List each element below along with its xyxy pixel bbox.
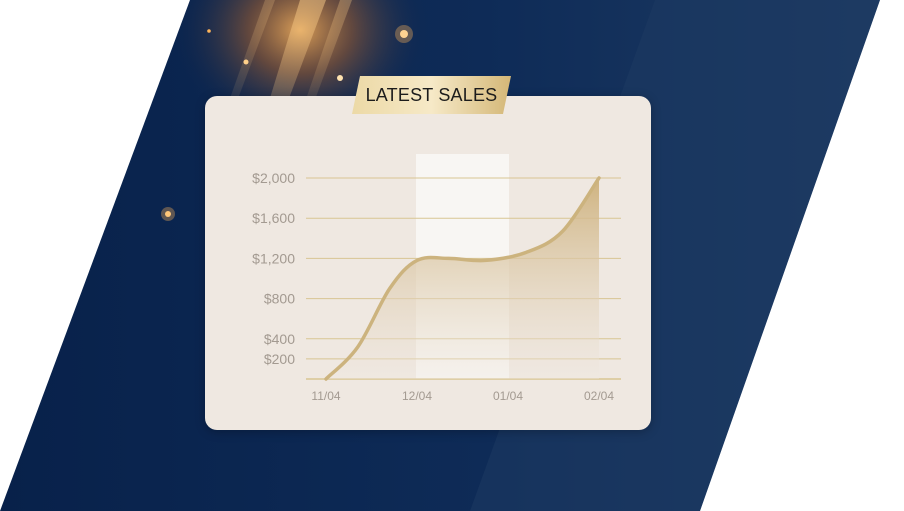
sales-area-chart: $200 $400 $800 $1,200 $1,600 $2,000 11/04 12/0… [205, 96, 651, 430]
x-tick-label: 01/04 [493, 389, 523, 403]
chart-title: LATEST SALES [352, 76, 511, 114]
x-tick-label: 11/04 [311, 389, 340, 403]
y-tick-label: $2,000 [252, 170, 295, 186]
y-tick-label: $200 [264, 351, 295, 367]
x-tick-label: 12/04 [402, 389, 432, 403]
y-tick-label: $400 [264, 331, 295, 347]
y-tick-label: $1,200 [252, 250, 295, 266]
sales-chart-card: $200 $400 $800 $1,200 $1,600 $2,000 11/04 12/0… [205, 96, 651, 430]
x-tick-label: 02/04 [584, 389, 614, 403]
x-axis-labels: 11/04 12/04 01/04 02/04 [311, 389, 614, 403]
chart-title-tag: LATEST SALES [352, 76, 511, 114]
y-tick-label: $800 [264, 291, 295, 307]
y-axis-labels: $200 $400 $800 $1,200 $1,600 $2,000 [252, 170, 295, 367]
y-tick-label: $1,600 [252, 210, 295, 226]
